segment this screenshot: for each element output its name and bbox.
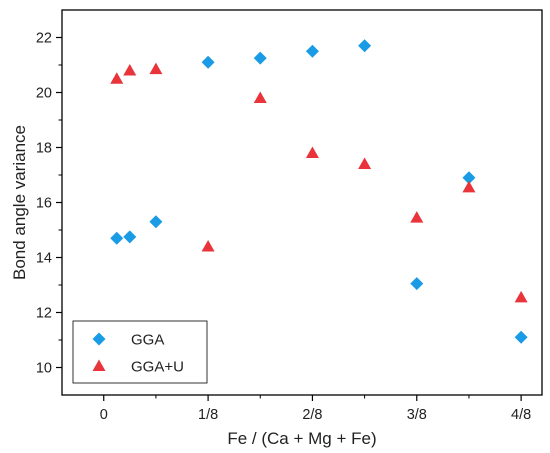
y-tick-label: 12 [36, 306, 52, 322]
gga-u-point [410, 211, 424, 223]
gga-u-point [358, 157, 372, 169]
x-tick-label: 4/8 [511, 407, 531, 423]
gga-point [149, 215, 163, 229]
y-axis-title: Bond angle variance [10, 125, 29, 280]
gga-u-point [123, 64, 137, 76]
y-tick-label: 16 [36, 196, 52, 212]
gga-point [123, 230, 137, 244]
legend-gga-u-label: GGA+U [131, 359, 184, 376]
gga-point [358, 39, 372, 53]
x-axis: 0 1/8 2/8 3/8 4/8 [100, 395, 531, 423]
x-tick-label: 0 [100, 407, 108, 423]
legend-gga-marker [92, 332, 106, 346]
y-tick-label: 10 [36, 361, 52, 377]
legend: GGA GGA+U [72, 320, 208, 384]
x-tick-label: 2/8 [302, 407, 322, 423]
gga-u-point [253, 91, 267, 103]
gga-point [410, 277, 424, 291]
gga-u-point [514, 290, 528, 303]
y-tick-label: 14 [36, 251, 52, 267]
y-tick-label: 20 [36, 86, 52, 102]
gga-point [514, 330, 528, 344]
x-axis-title: Fe / (Ca + Mg + Fe) [227, 429, 376, 448]
x-tick-label: 1/8 [198, 407, 218, 423]
gga-point [253, 51, 267, 65]
gga-u-point [201, 240, 215, 252]
gga-u-point [149, 62, 163, 75]
data-points [110, 39, 528, 344]
legend-gga-u-marker [92, 359, 106, 371]
y-axis: 10 12 14 16 18 20 22 [36, 31, 62, 377]
gga-point [462, 171, 476, 185]
gga-u-point [462, 180, 476, 193]
gga-u-point [110, 72, 124, 84]
gga-point [305, 44, 319, 58]
gga-u-point [305, 146, 319, 158]
x-tick-label: 3/8 [407, 407, 427, 423]
legend-box [72, 320, 208, 384]
gga-point [110, 231, 124, 245]
gga-point [201, 55, 215, 69]
legend-gga-label: GGA [131, 332, 164, 349]
y-tick-label: 22 [36, 31, 52, 47]
y-tick-label: 18 [36, 141, 52, 157]
